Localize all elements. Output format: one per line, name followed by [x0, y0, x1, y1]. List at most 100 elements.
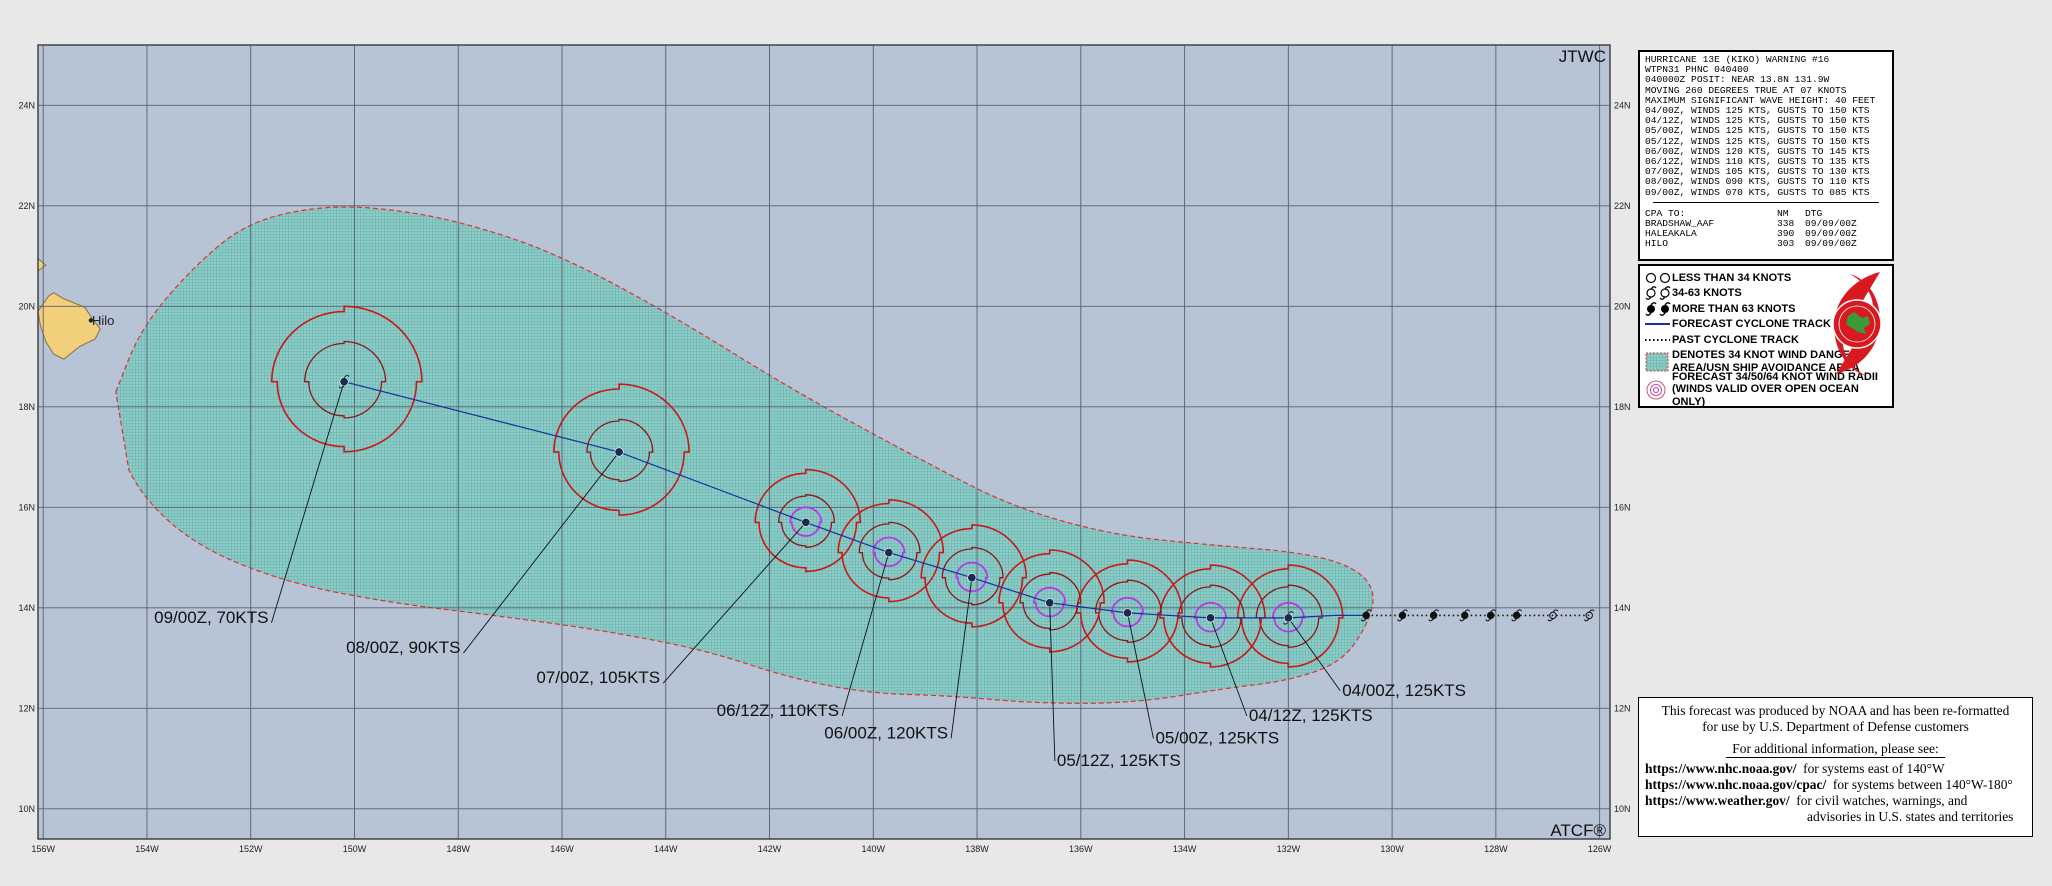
forecast-point-labels: 04/00Z, 125KTS 04/12Z, 125KTS 05/00Z, 125K… [154, 608, 1466, 770]
storm-center-dot [801, 517, 811, 527]
lat-lon-grid [38, 45, 1610, 839]
forecast-label: 07/00Z, 105KTS [536, 668, 660, 687]
cpa-row-nm: 390 [1777, 228, 1795, 240]
warning-title: HURRICANE 13E (KIKO) WARNING #16 [1645, 54, 1830, 65]
lat-tick-label-left: 22N [18, 201, 35, 211]
leader-line [1049, 602, 1056, 762]
radius-50kt [778, 494, 836, 548]
lon-tick-label: 142W [758, 844, 782, 854]
radius-34kt [270, 305, 423, 453]
warning-line: 04/12Z, WINDS 125 KTS, GUSTS TO 150 KTS [1645, 115, 1870, 127]
map-frame [37, 44, 1611, 840]
open-storm-icon [1645, 286, 1671, 301]
legend-item-more-than-63: MORE THAN 63 KNOTS [1644, 301, 1888, 317]
radius-34kt [1236, 564, 1344, 668]
nhc-link[interactable]: https://www.nhc.noaa.gov/ [1645, 761, 1797, 776]
storm-symbol-arms [1511, 609, 1523, 622]
lat-tick-label-left: 12N [18, 703, 35, 713]
legend-item-danger-area: DENOTES 34 KNOT WIND DANGER AREA/USN SHIP… [1644, 348, 1888, 376]
legend-item-forecast-track: FORECAST CYCLONE TRACK [1644, 317, 1888, 333]
radius-34kt [1075, 559, 1183, 663]
leader-line [463, 451, 620, 654]
danger-area-shape [115, 206, 1374, 704]
hilo-marker [88, 318, 94, 323]
weather-gov-link[interactable]: https://www.weather.gov/ [1645, 793, 1790, 808]
solid-line-icon [1645, 323, 1670, 326]
lon-tick-label: 130W [1380, 844, 1404, 854]
big-island-landmass [38, 257, 101, 360]
cpac-link[interactable]: https://www.nhc.noaa.gov/cpac/ [1645, 777, 1827, 792]
cpa-row-location: HILO [1645, 238, 1669, 250]
lon-tick-label: 132W [1277, 844, 1301, 854]
cpa-header-location: CPA TO: [1645, 207, 1686, 219]
storm-symbol-arms [1459, 609, 1471, 622]
forecast-positions [338, 374, 1294, 625]
credit-last-line: advisories in U.S. states and territorie… [1807, 809, 2014, 824]
open-circle-icon [1645, 272, 1671, 283]
lon-tick-label: 148W [446, 844, 470, 854]
storm-center-dot [967, 573, 977, 583]
past-position-symbol [1547, 609, 1559, 622]
legend-item-wind-radii: FORECAST 34/50/64 KNOT WIND RADII (WINDS … [1644, 371, 1888, 408]
radius-64kt [955, 561, 989, 593]
cpa-row-location: BRADSHAW_AAF [1645, 218, 1715, 230]
warning-line: 08/00Z, WINDS 090 KTS, GUSTS TO 110 KTS [1645, 176, 1870, 188]
storm-center-arms [1282, 611, 1294, 625]
warning-line: 04/00Z, WINDS 125 KTS, GUSTS TO 150 KTS [1645, 105, 1870, 117]
radius-34kt [1159, 564, 1266, 668]
credit-panel: This forecast was produced by NOAA and h… [1638, 697, 2033, 837]
cpa-row-dtg: 09/09/00Z [1805, 238, 1857, 250]
past-position-symbol [1397, 609, 1408, 622]
lat-tick-label-left: 14N [18, 603, 35, 613]
lon-tick-label: 126W [1588, 844, 1612, 854]
leader-line [950, 577, 973, 739]
leader-line [662, 522, 807, 684]
lat-tick-label-left: 16N [18, 502, 35, 512]
legend-panel: LESS THAN 34 KNOTS 34-63 KNOTS MORE THAN… [1638, 264, 1894, 408]
wind-danger-area [115, 206, 1374, 704]
warning-line: 05/00Z, WINDS 125 KTS, GUSTS TO 150 KTS [1645, 125, 1870, 137]
storm-symbol-core [1512, 611, 1521, 620]
forecast-label: 06/12Z, 110KTS [717, 701, 840, 720]
warning-line: 09/00Z, WINDS 070 KTS, GUSTS TO 085 KTS [1645, 186, 1870, 198]
leader-line [271, 381, 345, 624]
storm-center-dot [884, 548, 894, 558]
jtwc-label: JTWC [1559, 47, 1606, 66]
leader-line [1287, 617, 1341, 692]
forecast-position [614, 447, 624, 457]
lon-tick-label: 138W [965, 844, 989, 854]
lat-tick-label-right: 20N [1614, 301, 1631, 311]
storm-symbol-core [1461, 611, 1469, 620]
wind-radii-icon [1646, 380, 1666, 399]
past-position-symbol [1459, 609, 1471, 622]
additional-info-heading: For additional information, please see: [1645, 741, 2026, 758]
lat-tick-label-right: 10N [1614, 804, 1631, 814]
radius-50kt [1255, 584, 1323, 648]
cpa-header-dtg: DTG [1805, 207, 1823, 219]
credit-link-row: https://www.nhc.noaa.gov/cpac/ for syste… [1645, 777, 2013, 792]
filled-storm-icon [1645, 301, 1671, 316]
radius-34kt [837, 498, 945, 603]
lon-tick-label: 134W [1173, 844, 1197, 854]
cpa-header-nm: NM [1777, 207, 1789, 219]
forecast-position [1206, 613, 1216, 623]
lat-tick-label-right: 18N [1614, 402, 1631, 412]
lon-tick-label: 136W [1069, 844, 1093, 854]
lat-tick-label-left: 20N [18, 301, 35, 311]
forecast-label: 08/00Z, 90KTS [346, 638, 460, 657]
warning-line: 07/00Z, WINDS 105 KTS, GUSTS TO 130 KTS [1645, 166, 1870, 178]
forecast-label: 06/00Z, 120KTS [824, 723, 948, 742]
lon-tick-label: 154W [135, 844, 159, 854]
lat-tick-label-right: 14N [1614, 603, 1631, 613]
radius-64kt [1194, 601, 1228, 633]
lon-tick-label: 156W [31, 844, 55, 854]
radius-34kt [754, 468, 862, 573]
warning-line: 05/12Z, WINDS 125 KTS, GUSTS TO 150 KTS [1645, 135, 1870, 147]
storm-symbol-arms [1547, 609, 1559, 622]
noaa-nhc-logo [1832, 272, 1882, 376]
cpa-table: CPA TO: NM DTG BRADSHAW_AAF 338 09/09/00… [1645, 207, 1887, 250]
lon-tick-label: 144W [654, 844, 678, 854]
storm-center-dot [1206, 613, 1216, 623]
lon-tick-label: 128W [1484, 844, 1508, 854]
radius-50kt [1177, 584, 1245, 648]
